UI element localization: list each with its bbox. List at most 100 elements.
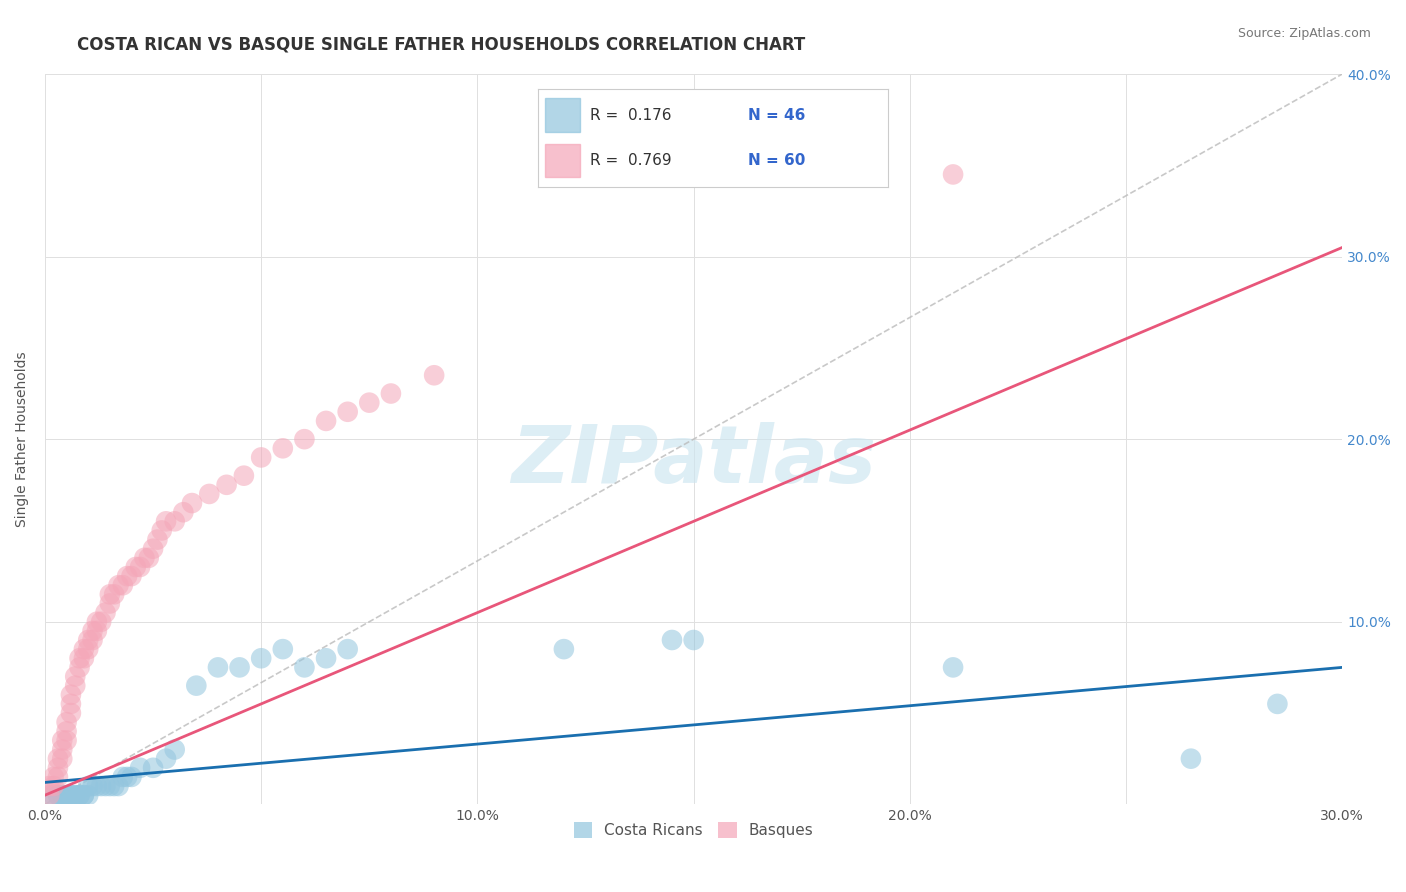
Point bbox=[115, 770, 138, 784]
Point bbox=[98, 779, 121, 793]
Point bbox=[271, 642, 294, 657]
Point bbox=[38, 779, 60, 793]
Point bbox=[55, 715, 77, 730]
Point bbox=[103, 779, 125, 793]
Point bbox=[250, 651, 273, 665]
Point bbox=[336, 642, 359, 657]
Point bbox=[55, 724, 77, 739]
Point bbox=[42, 788, 65, 802]
Point bbox=[315, 651, 337, 665]
Point bbox=[73, 788, 96, 802]
Point bbox=[380, 386, 402, 401]
Point bbox=[73, 642, 96, 657]
Point bbox=[129, 560, 152, 574]
Point bbox=[38, 788, 60, 802]
Point bbox=[77, 632, 100, 647]
Point bbox=[111, 770, 134, 784]
Point bbox=[51, 752, 73, 766]
Point bbox=[65, 788, 87, 802]
Point bbox=[46, 761, 69, 775]
Point bbox=[142, 541, 165, 556]
Point bbox=[65, 788, 87, 802]
Point bbox=[98, 587, 121, 601]
Point bbox=[215, 478, 238, 492]
Point bbox=[82, 624, 104, 638]
Point bbox=[94, 606, 117, 620]
Point bbox=[59, 688, 82, 702]
Point bbox=[55, 733, 77, 747]
Point bbox=[46, 770, 69, 784]
Point bbox=[181, 496, 204, 510]
Point bbox=[271, 442, 294, 456]
Point bbox=[42, 779, 65, 793]
Point bbox=[73, 788, 96, 802]
Point bbox=[82, 779, 104, 793]
Point bbox=[942, 168, 965, 182]
Point bbox=[359, 395, 381, 409]
Text: ZIPatlas: ZIPatlas bbox=[512, 422, 876, 500]
Point bbox=[142, 761, 165, 775]
Point bbox=[1180, 752, 1202, 766]
Point bbox=[150, 524, 173, 538]
Legend: Costa Ricans, Basques: Costa Ricans, Basques bbox=[568, 816, 820, 844]
Point bbox=[51, 788, 73, 802]
Point bbox=[172, 505, 194, 519]
Point bbox=[250, 450, 273, 465]
Point bbox=[77, 779, 100, 793]
Point bbox=[336, 405, 359, 419]
Point bbox=[77, 788, 100, 802]
Point bbox=[59, 706, 82, 720]
Point bbox=[107, 779, 129, 793]
Point bbox=[38, 788, 60, 802]
Point bbox=[163, 514, 186, 528]
Point bbox=[86, 615, 108, 629]
Point bbox=[294, 432, 316, 446]
Point bbox=[186, 679, 208, 693]
Point bbox=[1267, 697, 1289, 711]
Point bbox=[55, 788, 77, 802]
Point bbox=[98, 597, 121, 611]
Point bbox=[553, 642, 575, 657]
Point bbox=[82, 632, 104, 647]
Point bbox=[77, 642, 100, 657]
Point bbox=[228, 660, 250, 674]
Point bbox=[86, 779, 108, 793]
Point bbox=[51, 742, 73, 756]
Point bbox=[69, 788, 91, 802]
Point bbox=[69, 788, 91, 802]
Point bbox=[46, 752, 69, 766]
Point bbox=[682, 632, 704, 647]
Point bbox=[65, 679, 87, 693]
Point bbox=[134, 550, 156, 565]
Point bbox=[86, 624, 108, 638]
Point bbox=[120, 569, 142, 583]
Point bbox=[51, 733, 73, 747]
Point bbox=[232, 468, 254, 483]
Text: Source: ZipAtlas.com: Source: ZipAtlas.com bbox=[1237, 27, 1371, 40]
Point bbox=[163, 742, 186, 756]
Point bbox=[46, 788, 69, 802]
Point bbox=[125, 560, 148, 574]
Point bbox=[120, 770, 142, 784]
Point bbox=[69, 651, 91, 665]
Point bbox=[146, 533, 169, 547]
Point bbox=[69, 660, 91, 674]
Point bbox=[155, 514, 177, 528]
Point bbox=[42, 770, 65, 784]
Point bbox=[315, 414, 337, 428]
Y-axis label: Single Father Households: Single Father Households bbox=[15, 351, 30, 527]
Point bbox=[94, 779, 117, 793]
Point bbox=[942, 660, 965, 674]
Point bbox=[138, 550, 160, 565]
Point bbox=[207, 660, 229, 674]
Point bbox=[111, 578, 134, 592]
Point bbox=[129, 761, 152, 775]
Point bbox=[90, 779, 112, 793]
Point bbox=[51, 788, 73, 802]
Point bbox=[59, 788, 82, 802]
Point bbox=[155, 752, 177, 766]
Point bbox=[90, 615, 112, 629]
Point bbox=[115, 569, 138, 583]
Point bbox=[294, 660, 316, 674]
Point bbox=[46, 788, 69, 802]
